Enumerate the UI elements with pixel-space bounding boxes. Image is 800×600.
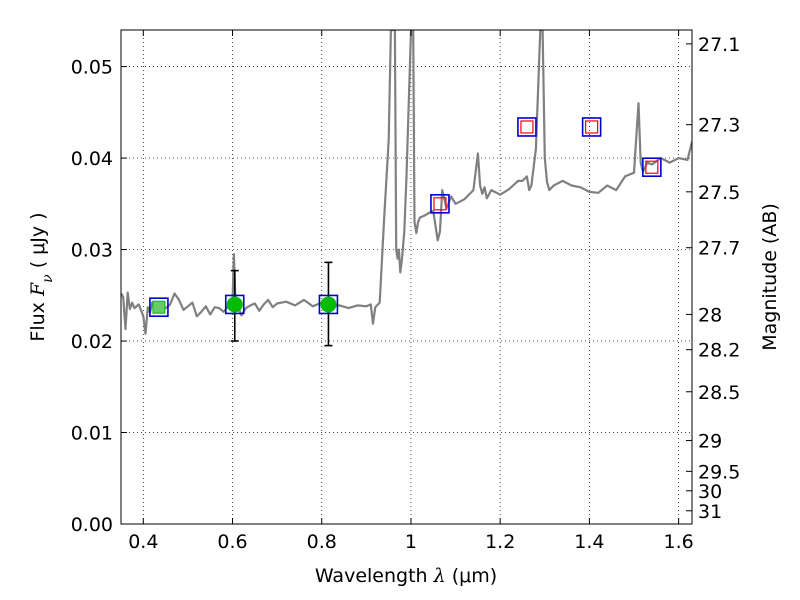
right-tick-label: 27.1 — [698, 34, 740, 56]
filter-square — [581, 117, 602, 137]
y-tick-label: 0.02 — [71, 331, 113, 353]
y-tick-label: 0.03 — [71, 240, 113, 262]
x-axis-label: Wavelength λ (μm) — [315, 565, 497, 587]
right-axis-label: Magnitude (AB) — [759, 203, 781, 351]
y-tick-label: 0.00 — [71, 514, 113, 536]
spectrum-layer — [121, 30, 692, 335]
y-tick-label: 0.05 — [71, 57, 113, 79]
x-tick-label: 0.8 — [307, 531, 337, 553]
right-tick-label: 28 — [698, 304, 722, 326]
measured-point — [226, 296, 243, 313]
right-tick-label: 28.2 — [698, 340, 740, 362]
ticks: 0.4 0.6 0.8 1 1.2 1.4 1.6 0.00 0.01 0.02 0.03 0.04 0… — [71, 30, 740, 553]
model-point-inner — [645, 160, 659, 174]
spectrum-line — [121, 30, 692, 335]
x-tick-label: 1 — [405, 531, 417, 553]
filter-square — [318, 294, 339, 315]
x-tick-label: 1.4 — [574, 531, 604, 553]
x-tick-label: 1.2 — [485, 531, 515, 553]
model-point-inner — [152, 300, 166, 314]
measured-point — [320, 296, 337, 313]
x-tick-label: 1.6 — [664, 531, 694, 553]
y-tick-label: 0.01 — [71, 423, 113, 445]
plot-frame — [120, 29, 693, 525]
filter-square — [224, 294, 245, 315]
right-tick-label: 31 — [698, 501, 722, 523]
right-tick-label: 27.7 — [698, 238, 740, 260]
filter-square — [642, 157, 662, 178]
right-tick-label: 27.5 — [698, 182, 740, 204]
right-tick-label: 29.5 — [698, 461, 740, 483]
y-tick-label: 0.04 — [71, 148, 113, 170]
x-tick-label: 0.4 — [128, 531, 158, 553]
filter-square — [430, 194, 450, 214]
right-tick-label: 30 — [698, 481, 722, 503]
x-tick-label: 0.6 — [217, 531, 247, 553]
filter-square — [517, 117, 537, 137]
model-point-inner — [520, 120, 534, 134]
right-tick-label: 27.3 — [698, 115, 740, 137]
filter-square — [149, 297, 169, 317]
model-point-inner — [585, 120, 599, 134]
marker-layer — [149, 117, 662, 347]
plot-background — [121, 30, 692, 524]
y-axis-label: Flux Fν ( μJy ) — [27, 212, 56, 341]
model-point-inner — [433, 197, 447, 211]
right-tick-label: 29 — [698, 431, 722, 453]
right-tick-label: 28.5 — [698, 382, 740, 404]
